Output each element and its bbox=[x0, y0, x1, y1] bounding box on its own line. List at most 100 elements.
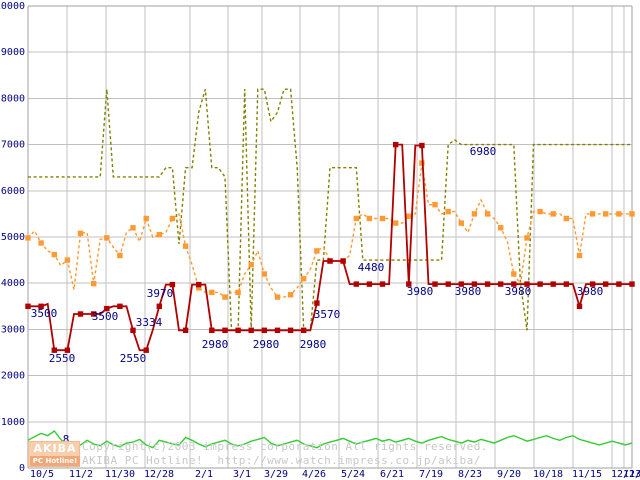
series-marker bbox=[366, 215, 373, 222]
series-marker bbox=[156, 303, 163, 310]
x-tick-label: 11/15 bbox=[572, 469, 602, 480]
series-marker bbox=[445, 281, 451, 287]
series-marker bbox=[314, 248, 320, 254]
grid-lines bbox=[27, 5, 633, 469]
data-point-label: 4480 bbox=[358, 261, 385, 274]
series-marker bbox=[511, 271, 517, 277]
y-tick-label: 6000 bbox=[1, 186, 25, 197]
series-marker bbox=[340, 258, 346, 264]
series-marker bbox=[524, 235, 530, 241]
akiba-logo-bottom-text: PC Hotline! bbox=[30, 456, 80, 466]
series-marker bbox=[209, 289, 215, 296]
series-marker bbox=[537, 208, 543, 215]
y-axis-tick-labels: 0 1000 2000 3000 4000 5000 6000 7000 8000 9000 100… bbox=[0, 1, 25, 474]
series-marker bbox=[353, 281, 360, 287]
series-marker bbox=[182, 243, 189, 249]
data-point-label: 2550 bbox=[49, 352, 76, 365]
series-marker bbox=[169, 215, 176, 222]
x-tick-label: 4/26 bbox=[302, 469, 326, 480]
series-marker bbox=[314, 300, 320, 306]
x-tick-label: 10/5 bbox=[30, 469, 54, 480]
series-marker bbox=[130, 327, 136, 334]
y-tick-label: 5000 bbox=[1, 232, 25, 243]
series-marker bbox=[196, 281, 202, 288]
series-marker bbox=[64, 257, 71, 263]
series-marker bbox=[301, 275, 307, 282]
data-point-label: 2980 bbox=[253, 338, 280, 351]
y-tick-label: 8000 bbox=[1, 93, 25, 104]
series-marker bbox=[169, 281, 176, 288]
data-point-label: 3500 bbox=[92, 310, 119, 323]
series-marker bbox=[222, 327, 228, 334]
data-point-label: 3500 bbox=[31, 307, 58, 320]
series-marker bbox=[445, 208, 451, 215]
series-average-price bbox=[25, 160, 635, 300]
series-marker bbox=[25, 303, 31, 310]
series-marker bbox=[406, 213, 412, 219]
series-marker bbox=[143, 347, 149, 353]
site-url-line: AKIBA PC Hotline! http://www.watch.impre… bbox=[82, 454, 481, 467]
series-marker bbox=[537, 281, 543, 287]
x-tick-label: 12/28 bbox=[144, 469, 174, 480]
akiba-logo-top-text: AKIBA bbox=[33, 442, 77, 455]
series-marker bbox=[432, 202, 438, 208]
data-point-label: 3334 bbox=[136, 316, 163, 329]
series-marker bbox=[248, 262, 254, 268]
series-marker bbox=[576, 252, 583, 259]
series-marker bbox=[209, 327, 215, 334]
series-marker bbox=[38, 303, 44, 310]
series-marker bbox=[393, 220, 399, 226]
series-marker bbox=[77, 311, 84, 317]
series-marker bbox=[432, 281, 438, 287]
series-marker bbox=[498, 281, 504, 287]
data-point-label: 2980 bbox=[300, 338, 327, 351]
series-line-max-price bbox=[28, 88, 632, 331]
y-tick-label: 4000 bbox=[1, 278, 25, 289]
series-line-average-price bbox=[27, 162, 632, 298]
series-marker bbox=[261, 327, 268, 334]
x-tick-label: 8/23 bbox=[458, 469, 482, 480]
series-marker bbox=[143, 215, 149, 222]
data-point-label: 3980 bbox=[407, 285, 434, 298]
series-marker bbox=[616, 211, 622, 217]
series-marker bbox=[261, 271, 268, 277]
data-point-label: 3980 bbox=[577, 285, 604, 298]
series-marker bbox=[287, 327, 294, 334]
series-marker bbox=[366, 281, 373, 287]
y-tick-label: 0 bbox=[19, 463, 25, 474]
series-marker bbox=[616, 281, 622, 287]
series-marker bbox=[484, 211, 491, 217]
series-marker bbox=[51, 251, 57, 258]
x-tick-label: 12/13 bbox=[611, 469, 640, 480]
series-marker bbox=[248, 327, 254, 334]
series-marker bbox=[589, 211, 596, 217]
series-marker bbox=[301, 327, 307, 334]
series-marker bbox=[51, 347, 57, 353]
series-marker bbox=[353, 215, 360, 222]
data-point-label: 6980 bbox=[470, 145, 497, 158]
series-marker bbox=[511, 281, 517, 287]
data-point-label: 2550 bbox=[120, 352, 147, 365]
series-marker bbox=[484, 281, 491, 287]
series-line-shop-count bbox=[27, 430, 633, 450]
data-point-label: 2980 bbox=[202, 338, 229, 351]
series-marker bbox=[603, 211, 609, 217]
data-point-label: 3980 bbox=[505, 285, 532, 298]
series-marker bbox=[379, 281, 386, 287]
copyright-line: Copyright(c)2003 impress corporation All… bbox=[82, 440, 488, 453]
series-marker bbox=[379, 215, 386, 222]
series-shop-count bbox=[27, 430, 633, 450]
series-marker bbox=[64, 347, 71, 353]
x-tick-label: 11/30 bbox=[105, 469, 135, 480]
series-marker bbox=[327, 258, 333, 264]
series-marker bbox=[419, 142, 425, 149]
series-marker bbox=[603, 281, 609, 287]
series-marker bbox=[156, 232, 163, 238]
series-marker bbox=[182, 327, 189, 334]
series-marker bbox=[550, 281, 556, 287]
x-tick-label: 12/20 bbox=[623, 469, 640, 480]
series-max-price bbox=[28, 88, 632, 331]
series-marker bbox=[222, 294, 228, 300]
y-tick-label: 1000 bbox=[1, 417, 25, 428]
x-tick-label: 10/18 bbox=[533, 469, 563, 480]
